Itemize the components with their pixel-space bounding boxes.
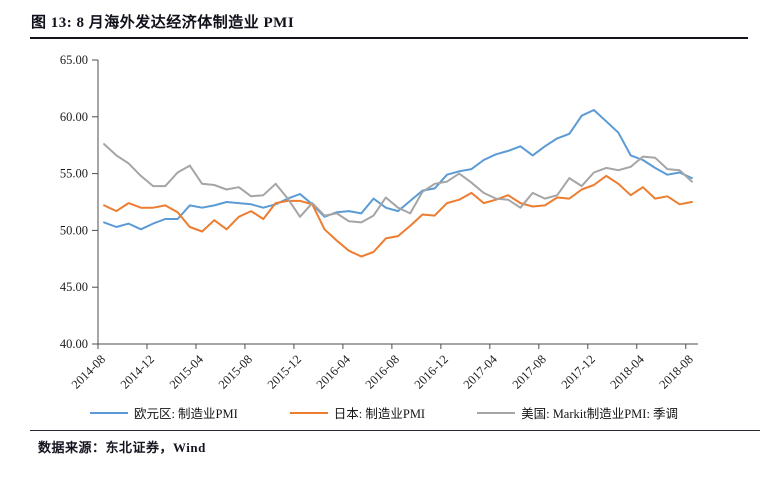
x-tick-label: 2017-12: [559, 352, 598, 391]
y-tick-label: 65.00: [60, 53, 88, 67]
x-tick-label: 2018-08: [657, 352, 696, 391]
footer-divider-rule: [30, 430, 760, 431]
legend-label-eurozone: 欧元区: 制造业PMI: [133, 407, 238, 421]
x-tick-label: 2015-04: [167, 352, 207, 392]
x-tick-label: 2016-04: [314, 352, 354, 392]
series-line-us: [103, 143, 693, 224]
legend-label-us: 美国: Markit制造业PMI: 季调: [521, 407, 679, 421]
legend-item-us: 美国: Markit制造业PMI: 季调: [477, 403, 678, 422]
y-tick-label: 40.00: [60, 337, 88, 351]
x-tick-label: 2017-08: [510, 352, 549, 391]
x-tick-label: 2014-12: [118, 352, 157, 391]
legend-item-japan: 日本: 制造业PMI: [289, 403, 426, 422]
y-tick-label: 55.00: [60, 167, 88, 181]
title-divider-rule: [30, 37, 748, 39]
data-source-text: 数据来源：东北证券，Wind: [38, 440, 206, 455]
us-line-swatch: [477, 411, 516, 414]
figure-title: 图 13: 8 月海外发达经济体制造业 PMI: [31, 15, 295, 31]
x-tick-label: 2016-08: [363, 352, 402, 391]
x-tick-label: 2018-04: [608, 352, 648, 392]
x-tick-label: 2015-12: [265, 352, 304, 391]
series-line-japan: [103, 174, 693, 258]
x-tick-label: 2017-04: [461, 352, 501, 392]
y-tick-label: 45.00: [60, 280, 88, 294]
x-tick-label: 2014-08: [69, 352, 108, 391]
x-tick-label: 2016-12: [412, 352, 451, 391]
y-tick-label: 50.00: [60, 223, 88, 237]
japan-line-swatch: [289, 411, 328, 414]
y-tick-label: 60.00: [60, 110, 88, 124]
chart-legend: 欧元区: 制造业PMI 日本: 制造业PMI 美国: Markit制造业PMI:…: [0, 403, 768, 422]
x-tick-label: 2015-08: [216, 352, 255, 391]
series-line-eurozone: [103, 109, 693, 231]
eurozone-line-swatch: [89, 411, 128, 414]
legend-item-eurozone: 欧元区: 制造业PMI: [89, 403, 238, 422]
legend-label-japan: 日本: 制造业PMI: [333, 407, 426, 421]
